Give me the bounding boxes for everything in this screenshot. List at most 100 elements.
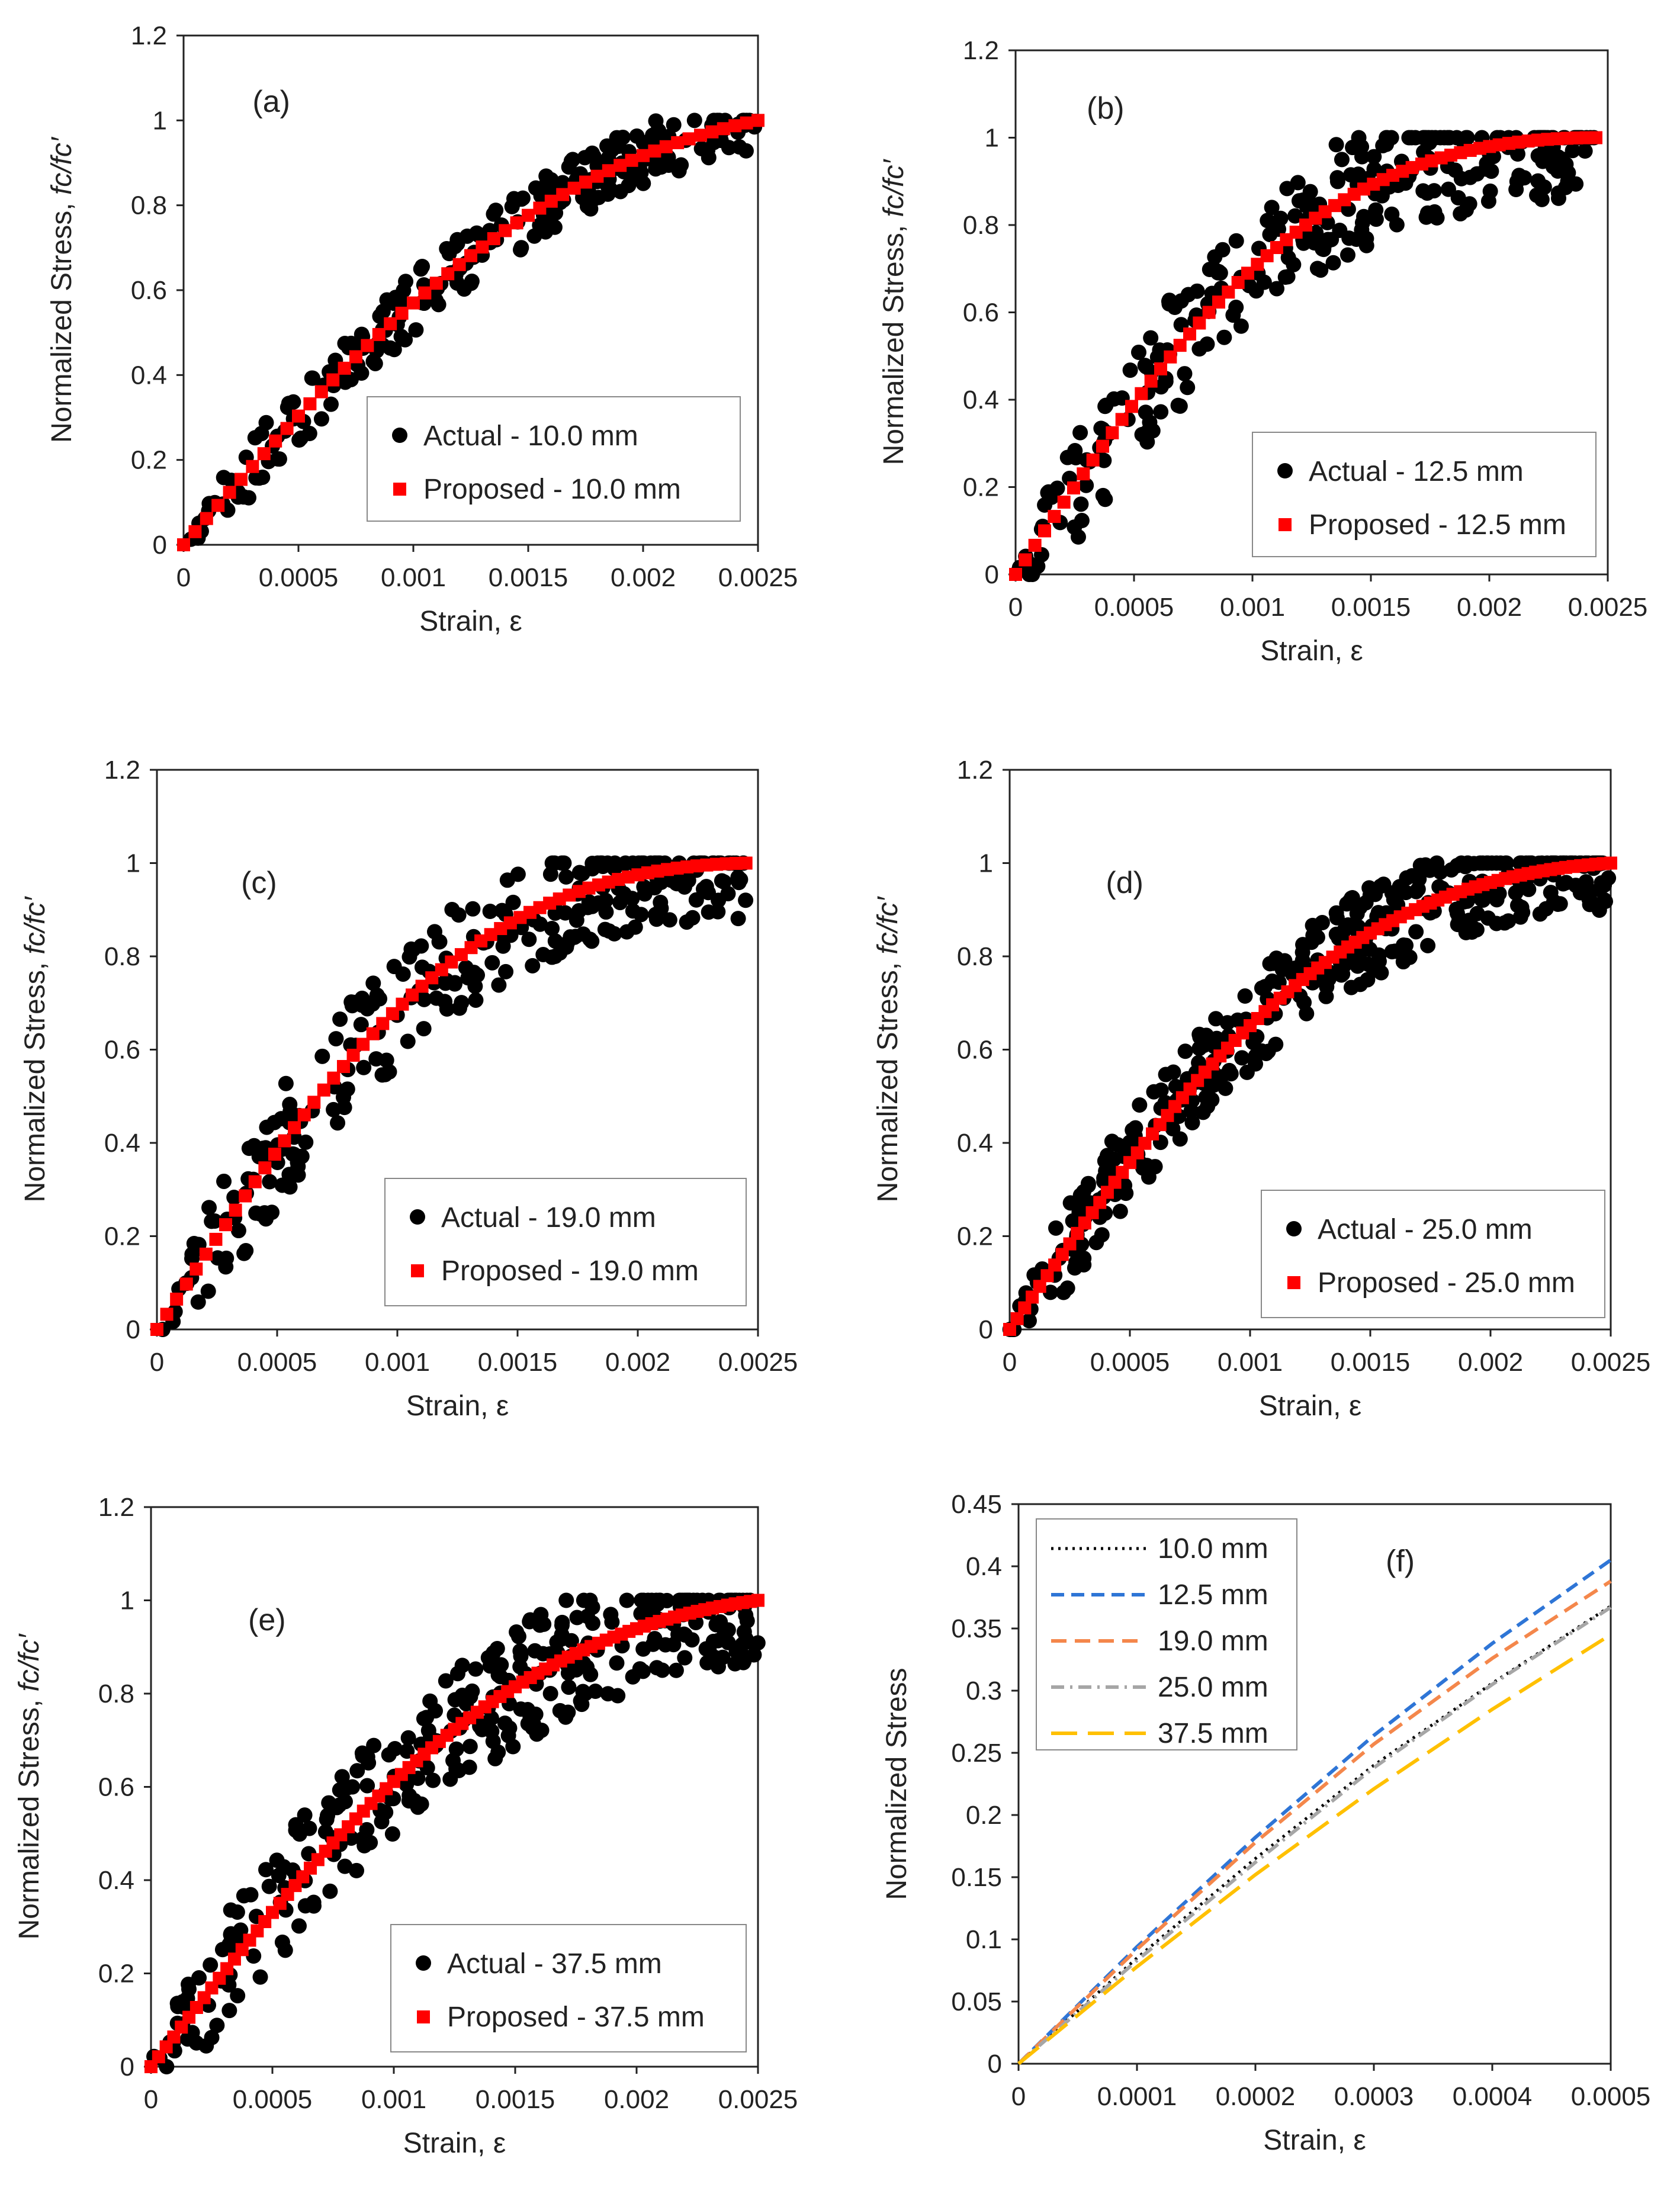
proposed-point: [464, 941, 478, 955]
y-tick-label: 0.6: [957, 1036, 993, 1065]
actual-point: [1180, 380, 1196, 396]
proposed-point: [1212, 295, 1225, 309]
proposed-point: [248, 1175, 262, 1188]
actual-point: [313, 411, 329, 427]
legend-label: 10.0 mm: [1158, 1533, 1268, 1565]
actual-point: [1508, 885, 1524, 901]
actual-point: [1453, 171, 1469, 187]
actual-point: [544, 920, 560, 936]
y-tick-label: 0: [120, 2052, 134, 2081]
actual-point: [395, 966, 411, 982]
actual-point: [184, 2025, 200, 2041]
proposed-point: [1028, 538, 1042, 552]
x-tick-label: 0.0025: [1568, 593, 1648, 622]
actual-point: [461, 1759, 477, 1775]
actual-point: [204, 1213, 220, 1229]
actual-point: [1316, 238, 1332, 254]
actual-point: [1501, 913, 1517, 929]
proposed-point: [1057, 495, 1071, 509]
actual-point: [1350, 958, 1366, 974]
actual-point: [1248, 1048, 1264, 1064]
proposed-point: [199, 1247, 213, 1261]
actual-point: [1158, 1067, 1174, 1082]
actual-point: [1475, 855, 1491, 871]
actual-point: [317, 1824, 333, 1840]
actual-point: [1096, 1170, 1112, 1186]
actual-point: [365, 975, 381, 991]
proposed-point: [175, 2020, 188, 2034]
proposed-point: [177, 538, 190, 551]
panel-label: (f): [1386, 1544, 1415, 1578]
y-tick-label: 0.4: [963, 386, 999, 415]
proposed-point: [1202, 306, 1216, 319]
legend-label-proposed: Proposed - 12.5 mm: [1309, 509, 1566, 541]
legend-label-actual: Actual - 37.5 mm: [447, 1948, 662, 1980]
actual-point: [1558, 875, 1574, 891]
proposed-point: [582, 881, 596, 895]
proposed-point: [170, 1292, 184, 1306]
actual-point: [1479, 156, 1495, 172]
actual-point: [448, 1741, 464, 1757]
actual-point: [668, 1662, 684, 1678]
actual-point: [258, 415, 274, 431]
actual-point: [223, 1934, 239, 1950]
legend: Actual - 19.0 mm Proposed - 19.0 mm: [384, 1178, 747, 1306]
actual-point: [558, 939, 574, 955]
proposed-point: [395, 306, 409, 320]
actual-point: [1448, 901, 1464, 917]
y-axis-label: Normalized Stress: [881, 1668, 913, 1900]
y-tick-label: 1.2: [131, 21, 167, 50]
legend-marker-actual: [410, 1209, 425, 1225]
actual-point: [1408, 924, 1424, 940]
proposed-point: [1193, 316, 1206, 330]
proposed-point: [705, 125, 719, 139]
actual-point: [397, 332, 413, 348]
proposed-point: [1173, 339, 1187, 352]
proposed-point: [1086, 453, 1100, 467]
proposed-point: [292, 409, 305, 423]
actual-point: [1112, 1203, 1128, 1219]
actual-point: [679, 1592, 695, 1608]
actual-point: [1515, 904, 1531, 920]
actual-point: [1067, 443, 1083, 459]
actual-point: [262, 1174, 278, 1190]
actual-point: [246, 1948, 262, 1964]
actual-point: [1153, 1082, 1169, 1098]
y-tick-label: 0: [988, 2050, 1002, 2079]
series-line-375: [1017, 1633, 1612, 2065]
x-tick-label: 0.0015: [1331, 1348, 1411, 1377]
proposed-point: [631, 868, 645, 882]
actual-point: [1072, 425, 1088, 441]
proposed-point: [441, 267, 455, 281]
actual-point: [587, 1684, 603, 1700]
actual-point: [184, 1251, 200, 1267]
proposed-point: [740, 116, 753, 130]
actual-point: [547, 219, 563, 235]
proposed-point: [384, 317, 397, 330]
legend-marker-actual: [1286, 1221, 1302, 1236]
proposed-point: [1154, 362, 1167, 375]
actual-point: [288, 1822, 304, 1838]
proposed-point: [522, 208, 535, 222]
proposed-point: [1063, 1237, 1077, 1251]
proposed-point: [556, 188, 570, 201]
actual-point: [384, 1826, 400, 1842]
x-tick-label: 0.0005: [1571, 2082, 1651, 2111]
actual-point: [705, 1633, 721, 1649]
proposed-point: [464, 249, 477, 262]
actual-point: [1286, 256, 1302, 272]
y-tick-label: 0.2: [957, 1222, 993, 1251]
actual-point: [688, 892, 704, 908]
legend-label: 12.5 mm: [1158, 1579, 1268, 1611]
actual-point: [359, 1822, 375, 1838]
actual-point: [282, 1104, 298, 1120]
actual-point: [1048, 1220, 1064, 1236]
proposed-point: [239, 1189, 252, 1203]
actual-point: [610, 1688, 626, 1704]
actual-point: [520, 1716, 536, 1732]
proposed-point: [150, 1323, 163, 1336]
actual-point: [304, 370, 320, 386]
actual-point: [210, 1250, 226, 1266]
actual-point: [698, 879, 714, 895]
legend-marker-actual: [392, 428, 407, 443]
